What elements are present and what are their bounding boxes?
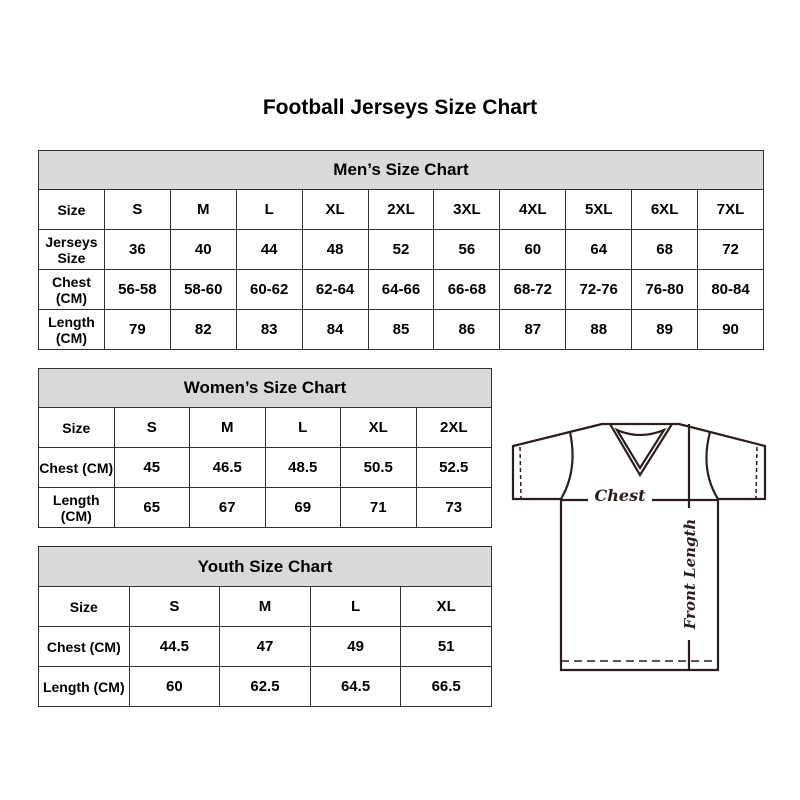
table-cell: 2XL bbox=[415, 407, 492, 448]
table-cell: 56-58 bbox=[103, 269, 171, 310]
row-label: Jerseys Size bbox=[38, 229, 105, 270]
table-cell: 72 bbox=[697, 229, 764, 270]
table-row: Size S M L XL 2XL bbox=[38, 407, 492, 448]
table-cell: L bbox=[309, 586, 402, 627]
table-cell: 45 bbox=[113, 447, 190, 488]
page-title: Football Jerseys Size Chart bbox=[262, 96, 538, 119]
table-cell: 44 bbox=[235, 229, 303, 270]
table-row: Jerseys Size 36 40 44 48 52 56 60 64 68 72 bbox=[38, 229, 764, 270]
table-row: Size S M L XL 2XL 3XL 4XL 5XL 6XL 7XL bbox=[38, 189, 764, 230]
youth-table-title: Youth Size Chart bbox=[38, 546, 492, 587]
youth-size-table: Youth Size Chart Size S M L XL Chest (CM) 44.5 4… bbox=[38, 546, 492, 707]
table-cell: 49 bbox=[309, 626, 402, 667]
front-length-label: Front Length bbox=[681, 519, 699, 631]
table-cell: XL bbox=[400, 586, 492, 627]
table-cell: L bbox=[264, 407, 341, 448]
men-size-table: Men’s Size Chart Size S M L XL 2XL 3XL 4XL 5XL 6XL… bbox=[38, 150, 764, 350]
table-cell: 71 bbox=[340, 487, 417, 528]
table-cell: 51 bbox=[400, 626, 492, 667]
table-cell: 60 bbox=[499, 229, 567, 270]
chest-label: Chest bbox=[595, 486, 647, 505]
table-cell: 40 bbox=[169, 229, 237, 270]
row-label: Size bbox=[38, 407, 115, 448]
table-cell: 52.5 bbox=[415, 447, 492, 488]
table-cell: 36 bbox=[103, 229, 171, 270]
table-cell: 64.5 bbox=[309, 666, 402, 707]
women-size-table: Women’s Size Chart Size S M L XL 2XL Chest (CM)… bbox=[38, 368, 492, 528]
table-cell: 66.5 bbox=[400, 666, 492, 707]
table-cell: L bbox=[235, 189, 303, 230]
table-cell: 90 bbox=[697, 309, 764, 350]
table-row: Length (CM) 79 82 83 84 85 86 87 88 89 90 bbox=[38, 309, 764, 350]
table-cell: 5XL bbox=[565, 189, 633, 230]
row-label: Chest (CM) bbox=[38, 269, 105, 310]
table-cell: 68 bbox=[631, 229, 699, 270]
row-label: Length (CM) bbox=[38, 309, 105, 350]
table-cell: 7XL bbox=[697, 189, 764, 230]
table-cell: 86 bbox=[433, 309, 501, 350]
table-row: Chest (CM) 44.5 47 49 51 bbox=[38, 626, 492, 667]
table-cell: 68-72 bbox=[499, 269, 567, 310]
row-label: Length (CM) bbox=[38, 487, 115, 528]
table-cell: 89 bbox=[631, 309, 699, 350]
table-cell: 65 bbox=[113, 487, 190, 528]
table-cell: XL bbox=[340, 407, 417, 448]
table-cell: 52 bbox=[367, 229, 435, 270]
row-label: Size bbox=[38, 189, 105, 230]
table-cell: 69 bbox=[264, 487, 341, 528]
table-cell: 44.5 bbox=[128, 626, 221, 667]
table-cell: M bbox=[219, 586, 311, 627]
table-cell: 87 bbox=[499, 309, 567, 350]
table-cell: S bbox=[113, 407, 190, 448]
table-cell: 48.5 bbox=[264, 447, 341, 488]
men-table-title: Men’s Size Chart bbox=[38, 150, 764, 190]
table-cell: 50.5 bbox=[340, 447, 417, 488]
table-row: Chest (CM) 56-58 58-60 60-62 62-64 64-66 66-68… bbox=[38, 269, 764, 310]
table-cell: 79 bbox=[103, 309, 171, 350]
table-cell: 76-80 bbox=[631, 269, 699, 310]
row-label: Chest (CM) bbox=[38, 447, 115, 488]
table-cell: 88 bbox=[565, 309, 633, 350]
table-cell: 62.5 bbox=[219, 666, 311, 707]
table-cell: 85 bbox=[367, 309, 435, 350]
table-row: Length (CM) 65 67 69 71 73 bbox=[38, 487, 492, 528]
table-cell: 80-84 bbox=[697, 269, 764, 310]
table-cell: 84 bbox=[301, 309, 369, 350]
table-row: Length (CM) 60 62.5 64.5 66.5 bbox=[38, 666, 492, 707]
table-cell: 60 bbox=[128, 666, 221, 707]
table-cell: 64 bbox=[565, 229, 633, 270]
table-cell: 6XL bbox=[631, 189, 699, 230]
table-row: Chest (CM) 45 46.5 48.5 50.5 52.5 bbox=[38, 447, 492, 488]
table-cell: 83 bbox=[235, 309, 303, 350]
table-cell: XL bbox=[301, 189, 369, 230]
table-cell: 58-60 bbox=[169, 269, 237, 310]
row-label: Chest (CM) bbox=[38, 626, 130, 667]
table-cell: 73 bbox=[415, 487, 492, 528]
jersey-outline bbox=[511, 422, 767, 672]
row-label: Length (CM) bbox=[38, 666, 130, 707]
